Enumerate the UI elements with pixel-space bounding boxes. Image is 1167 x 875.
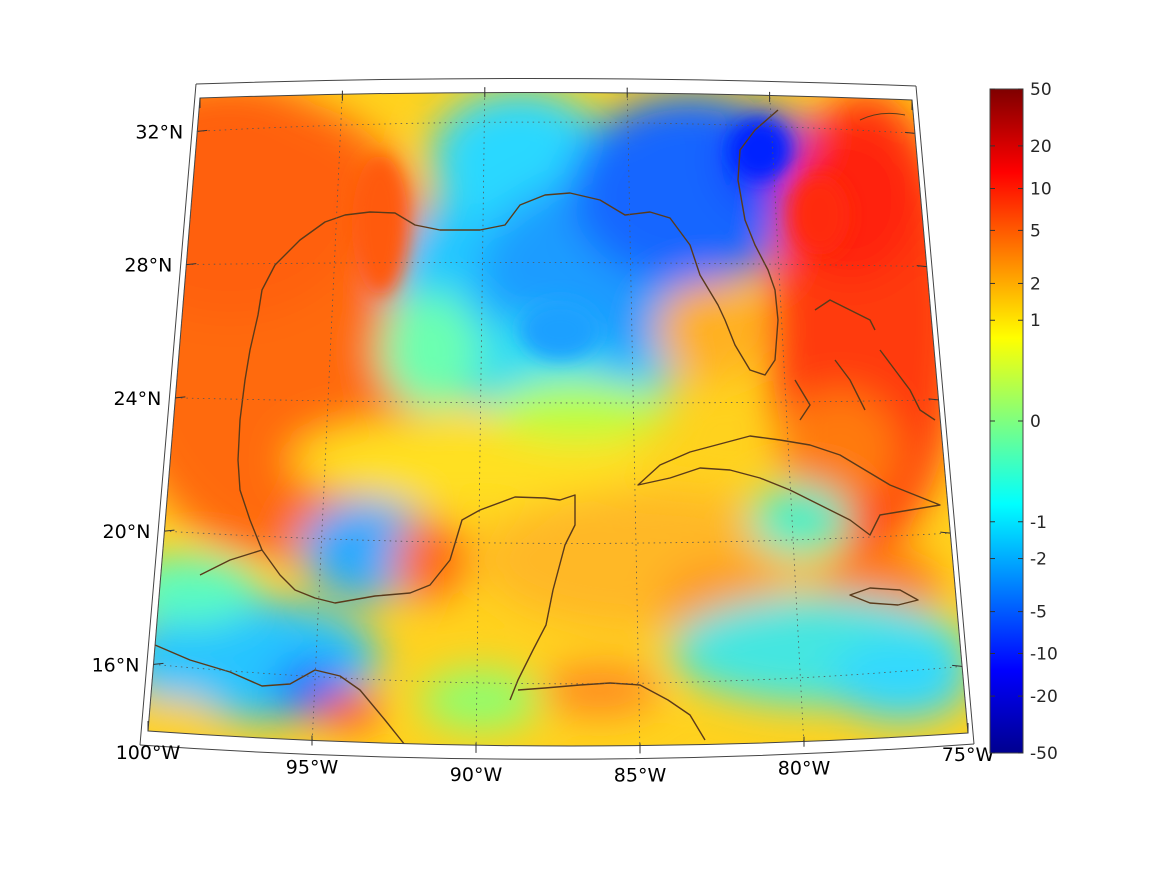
coast-jamaica: [849, 587, 919, 606]
coast-gulf-mainland: [199, 494, 576, 701]
lon-label: 75°W: [942, 744, 995, 766]
lon-label: 90°W: [450, 764, 503, 786]
colorbar-label: 50: [1030, 80, 1052, 100]
lat-tick-mark: [952, 664, 963, 667]
lat-tick-mark: [940, 531, 951, 534]
lat-label: 32°N: [135, 121, 183, 143]
colorbar-label: 5: [1030, 221, 1041, 241]
colorbar-label: -1: [1030, 513, 1047, 533]
lat-tick-mark: [186, 263, 197, 266]
colorbar-label: 1: [1030, 311, 1041, 331]
map-frame: [147, 91, 969, 747]
lat-tick-mark: [916, 265, 927, 268]
lon-gridline: [911, 99, 969, 734]
lat-tick-mark: [153, 662, 164, 665]
colorbar-label: 0: [1030, 412, 1041, 432]
lat-tick-mark: [197, 129, 208, 132]
lon-label: 80°W: [778, 758, 831, 780]
colorbar-label: 2: [1030, 274, 1041, 294]
lon-gridline: [626, 87, 641, 754]
graticule: [147, 87, 969, 754]
colorbar-label: 10: [1030, 180, 1052, 200]
lat-label: 20°N: [103, 521, 151, 543]
colorbar-label: -20: [1030, 687, 1058, 707]
coast-bahamas: [794, 299, 936, 421]
lat-tick-mark: [175, 396, 186, 399]
lat-gridline: [164, 530, 951, 544]
longitude-labels: 100°W 95°W 90°W 85°W 80°W 75°W: [116, 742, 995, 786]
coast-cuba: [637, 435, 941, 536]
lon-gridline: [475, 87, 486, 753]
coast-central-america: [154, 644, 406, 746]
lon-label: 95°W: [286, 756, 339, 778]
colorbar-label: -5: [1030, 603, 1047, 623]
lat-tick-mark: [928, 398, 939, 401]
colorbar-label: 20: [1030, 137, 1052, 157]
lon-label: 100°W: [116, 742, 181, 764]
colorbar-label: -50: [1030, 744, 1058, 764]
lat-label: 16°N: [92, 654, 140, 676]
lat-gridline: [175, 397, 939, 404]
lat-gridline: [186, 262, 927, 267]
colorbar-ramp: [989, 88, 1024, 754]
lon-label: 85°W: [614, 764, 667, 786]
colorbar-label: -10: [1030, 644, 1058, 664]
lat-label: 28°N: [124, 255, 172, 277]
lon-gridline: [147, 97, 201, 732]
latitude-labels: 32°N 28°N 24°N 20°N 16°N: [92, 121, 184, 676]
coastlines: [154, 109, 941, 746]
lat-tick-mark: [164, 529, 175, 532]
lat-label: 24°N: [113, 388, 161, 410]
lat-gridline: [197, 121, 915, 134]
data-field: [148, 92, 968, 747]
lat-tick-mark: [904, 131, 915, 134]
colorbar-label: -2: [1030, 550, 1047, 570]
